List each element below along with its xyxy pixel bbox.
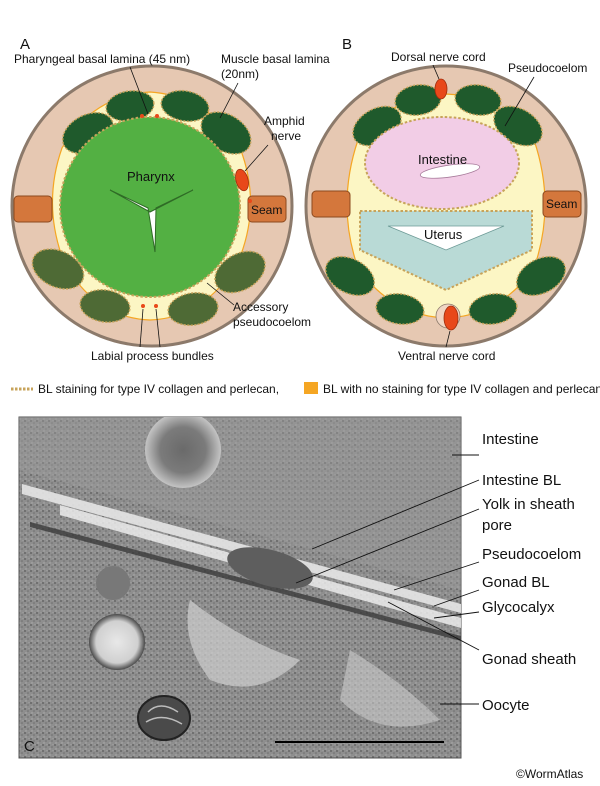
panel-a-accessory-label-2: pseudocoelom [233,315,311,329]
panel-c-dark-vesicle [145,417,221,488]
panel-c-intestine-bl-label: Intestine BL [482,472,561,489]
panel-a-letter: A [20,36,30,53]
panel-a-muscle-bl-label-2: (20nm) [221,67,259,81]
panel-b-intestine-label: Intestine [418,152,467,167]
legend-item-stained: BL staining for type IV collagen and per… [38,382,279,396]
panel-b-intestine-lumen [419,163,481,179]
panel-c-glycocalyx-label: Glycocalyx [482,599,555,616]
panel-b-letter: B [342,36,352,53]
panel-c-yolk-label-1: Yolk in sheath [482,496,575,513]
panel-b-uterus-label: Uterus [424,227,463,242]
panel-b-muscle-cells [324,84,567,325]
panel-a-pharynx [59,116,241,298]
panel-a-small-dots [140,114,252,308]
panel-a-pharyngeal-bl-label: Pharyngeal basal lamina (45 nm) [14,52,190,66]
panel-c-intestine-label: Intestine [482,431,539,448]
panel-c-light-patch [187,600,300,687]
panel-a-amphid-label-2: nerve [271,129,301,143]
panel-b-uterus-lumen [387,225,505,251]
panel-c-yolk-label-2: pore [482,517,512,534]
panel-a-seam-right [247,195,287,223]
panel-a-amphid-label-1: Amphid [264,114,305,128]
panel-b-intestine [364,116,520,210]
panel-b-ventral-nerve-cord [443,305,459,331]
panel-a-amphid-nerve [235,168,249,192]
panel-c-gonad-bl-label: Gonad BL [482,574,550,591]
panel-a-pharynx-lumen [109,189,194,253]
panel-c-yolk-pore [227,547,313,589]
panel-c-intestine-region [19,417,461,590]
legend: BL staining for type IV collagen and per… [11,382,600,396]
panel-c-gray-blob [96,566,130,600]
panel-b-ventral-label: Ventral nerve cord [398,349,495,363]
panel-b-seam-right [542,190,582,218]
panel-a-seam-left [13,195,53,223]
panel-b-dorsal-label: Dorsal nerve cord [391,50,486,64]
legend-swatch-unstained [304,382,318,394]
panel-b-pseudocoelom-label: Pseudocoelom [508,61,587,75]
panel-c-gonad-bl [30,522,461,641]
panel-c-letter: C [24,738,35,755]
panel-c-micrograph: C Intestine Intestine BL Yolk in sheath … [18,416,581,759]
panel-b-seam-label: Seam [546,197,577,211]
panel-b-dorsal-nerve-cord [434,78,448,100]
panel-a-pharynx-label: Pharynx [127,169,175,184]
panel-c-scale-bar [275,741,444,743]
panel-a-muscle-bl-label-1: Muscle basal lamina [221,52,330,66]
panel-a-labial-label: Labial process bundles [91,349,214,363]
legend-item-unstained: BL with no staining for type IV collagen… [323,382,600,396]
panel-c-gonad-sheath-label: Gonad sheath [482,651,576,668]
panel-b-seam-left [311,190,351,218]
panel-a-accessory-label-1: Accessory [233,300,288,314]
panel-b-diagram: B Seam Intestine Uterus Dorsal nerve cor [304,36,588,363]
panel-a-diagram: A Seam Pharynx [10,36,330,363]
panel-c-pseudocoelom-label: Pseudocoelom [482,546,581,563]
panel-a-seam-label: Seam [251,203,282,217]
panel-c-oocyte-label: Oocyte [482,697,530,714]
panel-c-round-vesicle [89,614,145,670]
copyright: ©WormAtlas [516,767,583,781]
panel-a-muscle-cells [31,89,266,326]
